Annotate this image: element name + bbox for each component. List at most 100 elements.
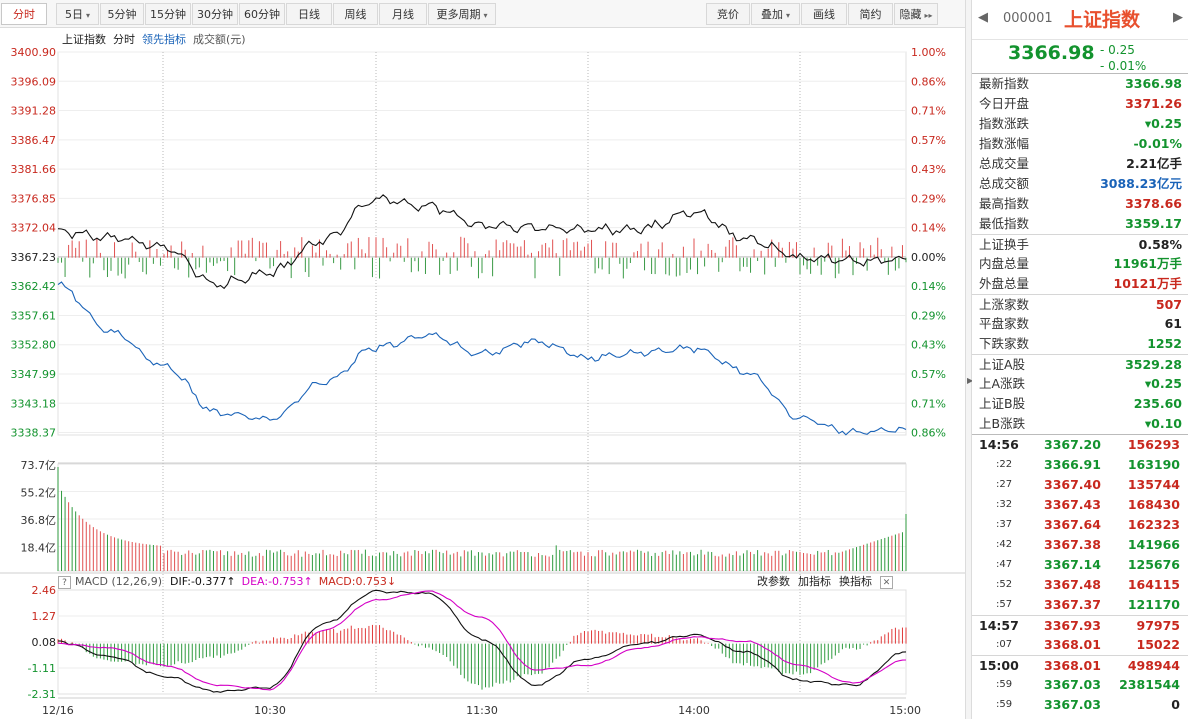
stat-label: 最低指数: [979, 216, 1030, 231]
prev-symbol-icon[interactable]: ◀: [978, 10, 988, 25]
stat-value: 3378.66: [1125, 196, 1182, 211]
tick-time: :27: [996, 479, 1013, 490]
stat-label: 最新指数: [979, 76, 1030, 91]
period-tab-label: 5日: [64, 8, 83, 21]
price-line: [57, 194, 907, 290]
stat-label: 上证B股: [979, 396, 1026, 411]
macd-button-1[interactable]: 加指标: [798, 575, 831, 588]
tick-time: :22: [996, 459, 1013, 470]
price-change-pct: - 0.01%: [1100, 59, 1147, 73]
stat-row: 指数涨幅 -0.01%: [972, 134, 1188, 154]
stat-value: ▾0.25: [1144, 376, 1182, 391]
time-tick-label: 11:30: [466, 704, 498, 717]
tick-price: 3367.93: [1044, 618, 1101, 633]
stat-label: 上A涨跌: [979, 376, 1026, 391]
tick-price: 3367.37: [1044, 597, 1101, 612]
stat-value: 3371.26: [1125, 96, 1182, 111]
tick-volume: 141966: [1127, 537, 1180, 552]
stat-label: 平盘家数: [979, 316, 1030, 331]
tick-price: 3367.03: [1044, 715, 1101, 719]
panel-splitter[interactable]: ▶: [965, 0, 974, 719]
tick-row: :32 3367.43 168430: [972, 495, 1188, 515]
next-symbol-icon[interactable]: ▶: [1173, 10, 1183, 25]
price-change: - 0.25: [1100, 43, 1135, 57]
tick-price: 3367.03: [1044, 677, 1101, 692]
macd-tick-label: -1.11: [28, 662, 56, 675]
tool-button-0[interactable]: 竞价: [706, 3, 750, 25]
price-tick-label: 3352.80: [11, 339, 57, 352]
period-tab-8[interactable]: 月线: [379, 3, 427, 25]
tool-button-4[interactable]: 隐藏 ▸▸: [894, 3, 938, 25]
pct-tick-label: 0.14%: [911, 222, 946, 235]
stat-label: 内盘总量: [979, 256, 1030, 271]
period-tab-3[interactable]: 15分钟: [145, 3, 191, 25]
legend-item-1: 分时: [113, 33, 135, 46]
stat-value: 3529.28: [1125, 357, 1182, 372]
period-tab-9[interactable]: 更多周期 ▾: [428, 3, 496, 25]
pct-tick-label: 0.57%: [911, 134, 946, 147]
tick-table[interactable]: 14:56 3367.20 156293:22 3366.91 163190:27 336…: [972, 434, 1188, 719]
macd-dea-line: [57, 590, 907, 691]
tick-volume: 162323: [1127, 517, 1180, 532]
tool-button-2[interactable]: 画线: [801, 3, 847, 25]
change-block: - 0.25 - 0.01%: [1100, 42, 1146, 74]
chart-area: 分时 5日 ▾ 5分钟 15分钟 30分钟 60分钟 日线 周线 月线 更多周期 ▾ 竞价 叠加 ▾ 画线 简约…: [0, 0, 965, 719]
tick-volume: 15022: [1136, 637, 1181, 652]
stat-value: ▾0.25: [1144, 116, 1182, 131]
chart-canvas[interactable]: 3400.90 1.00% 3396.09 0.86% 3391.28 0.71% 3386…: [0, 0, 965, 719]
period-tab-5[interactable]: 60分钟: [239, 3, 285, 25]
volume-tick-label: 73.7亿: [21, 459, 57, 472]
chevron-down-icon: ▾: [483, 11, 488, 20]
macd-buttons: 改参数 加指标 换指标 ✕: [757, 574, 893, 589]
period-tab-0[interactable]: 分时: [1, 3, 47, 25]
stat-row: 上A涨跌 ▾0.25: [972, 374, 1188, 394]
tick-volume: 157814: [1128, 715, 1180, 719]
tick-time: :32: [996, 499, 1013, 510]
macd-button-0[interactable]: 改参数: [757, 575, 790, 588]
tick-price: 3367.43: [1044, 497, 1101, 512]
tool-button-label: 画线: [813, 8, 835, 21]
period-tab-4[interactable]: 30分钟: [192, 3, 238, 25]
pct-tick-label: 0.29%: [911, 309, 946, 322]
period-toolbar: 分时 5日 ▾ 5分钟 15分钟 30分钟 60分钟 日线 周线 月线 更多周期 ▾ 竞价 叠加 ▾ 画线 简约…: [0, 0, 965, 28]
stat-value: -0.01%: [1133, 136, 1182, 151]
period-tab-7[interactable]: 周线: [333, 3, 378, 25]
price-tick-label: 3376.85: [11, 192, 57, 205]
stat-label: 外盘总量: [979, 276, 1030, 291]
tick-time: :59: [996, 699, 1013, 710]
macd-dif: DIF:-0.377: [170, 575, 227, 588]
period-tab-2[interactable]: 5分钟: [100, 3, 144, 25]
tool-button-label: 叠加: [760, 8, 783, 21]
pct-tick-label: 0.57%: [911, 368, 946, 381]
tick-row: :59 3367.03 157814: [972, 715, 1188, 719]
collapse-arrow-icon[interactable]: ▶: [967, 376, 974, 385]
tool-button-1[interactable]: 叠加 ▾: [751, 3, 800, 25]
period-tab-label: 60分钟: [244, 8, 280, 21]
tick-price: 3367.48: [1044, 577, 1101, 592]
help-icon[interactable]: ?: [58, 576, 71, 589]
stat-row: 最新指数 3366.98: [972, 74, 1188, 94]
stat-value: 1252: [1147, 336, 1182, 351]
stat-row: 外盘总量 10121万手: [972, 274, 1188, 294]
macd-tick-label: -2.31: [28, 688, 56, 701]
macd-button-2[interactable]: 换指标: [839, 575, 872, 588]
pct-tick-label: 0.86%: [911, 75, 946, 88]
stat-row: 最低指数 3359.17: [972, 214, 1188, 234]
tick-time: 14:57: [979, 618, 1019, 633]
tick-price: 3367.40: [1044, 477, 1101, 492]
tick-row: :42 3367.38 141966: [972, 535, 1188, 555]
pct-tick-label: 0.43%: [911, 163, 946, 176]
period-tab-1[interactable]: 5日 ▾: [56, 3, 99, 25]
stat-label: 上证换手: [979, 237, 1030, 252]
period-tab-6[interactable]: 日线: [286, 3, 332, 25]
stat-value: 235.60: [1133, 396, 1182, 411]
tool-button-label: 简约: [859, 8, 882, 21]
pct-tick-label: 0.29%: [911, 192, 946, 205]
tick-volume: 2381544: [1119, 677, 1180, 692]
down-arrow-icon: ↓: [386, 575, 397, 588]
legend-item-2[interactable]: 领先指标: [142, 33, 186, 46]
close-icon[interactable]: ✕: [880, 576, 893, 589]
tool-button-3[interactable]: 简约: [848, 3, 893, 25]
stats-table: 最新指数 3366.98 今日开盘 3371.26 指数涨跌 ▾0.25 指数涨幅 -0.01…: [972, 74, 1188, 434]
